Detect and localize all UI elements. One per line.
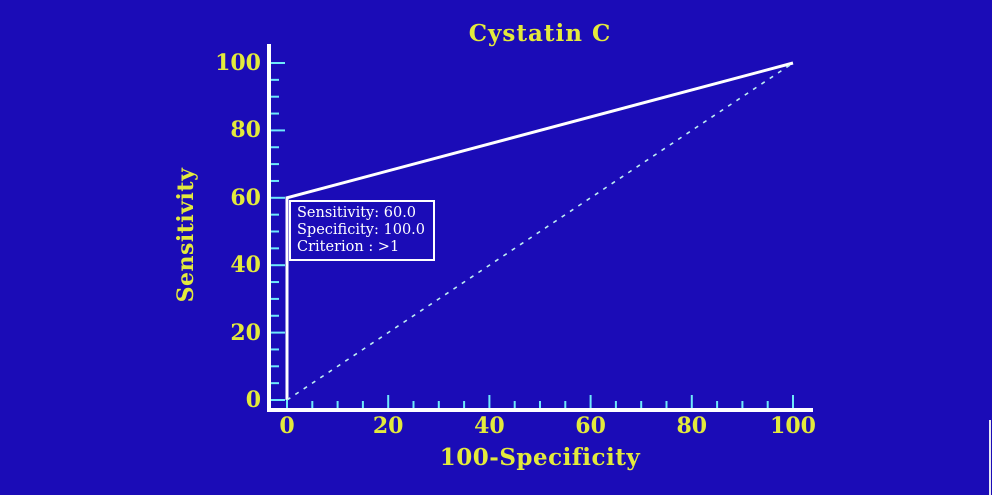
y-tick-label: 60 — [230, 184, 261, 211]
y-tick-label: 100 — [215, 50, 261, 76]
x-tick-label: 20 — [372, 413, 404, 439]
x-tick-label: 80 — [676, 413, 708, 439]
y-tick-label: 40 — [230, 252, 261, 279]
annotation-line-criterion: Criterion : >1 — [297, 238, 400, 255]
annotation-line-sensitivity: Sensitivity: 60.0 — [297, 205, 417, 221]
roc-curve-line — [285, 61, 794, 400]
x-tick-label: 40 — [474, 413, 505, 439]
x-tick-label: 100 — [770, 413, 816, 439]
y-tick-label: 0 — [245, 387, 261, 413]
y-tick-label: 20 — [230, 319, 261, 346]
chart-title: Cystatin C — [468, 20, 612, 47]
y-axis-title: Sensitivity — [173, 167, 199, 303]
y-tick-label: 80 — [230, 117, 261, 144]
x-tick-label: 0 — [279, 413, 295, 439]
annotation-box: Sensitivity: 60.0 Specificity: 100.0 Cri… — [289, 200, 435, 262]
x-axis-title: 100-Specificity — [439, 444, 641, 471]
annotation-line-specificity: Specificity: 100.0 — [297, 221, 426, 238]
reference-diagonal-line — [286, 62, 794, 401]
x-tick-label: 60 — [575, 413, 606, 439]
screen-edge-highlight — [989, 420, 991, 495]
